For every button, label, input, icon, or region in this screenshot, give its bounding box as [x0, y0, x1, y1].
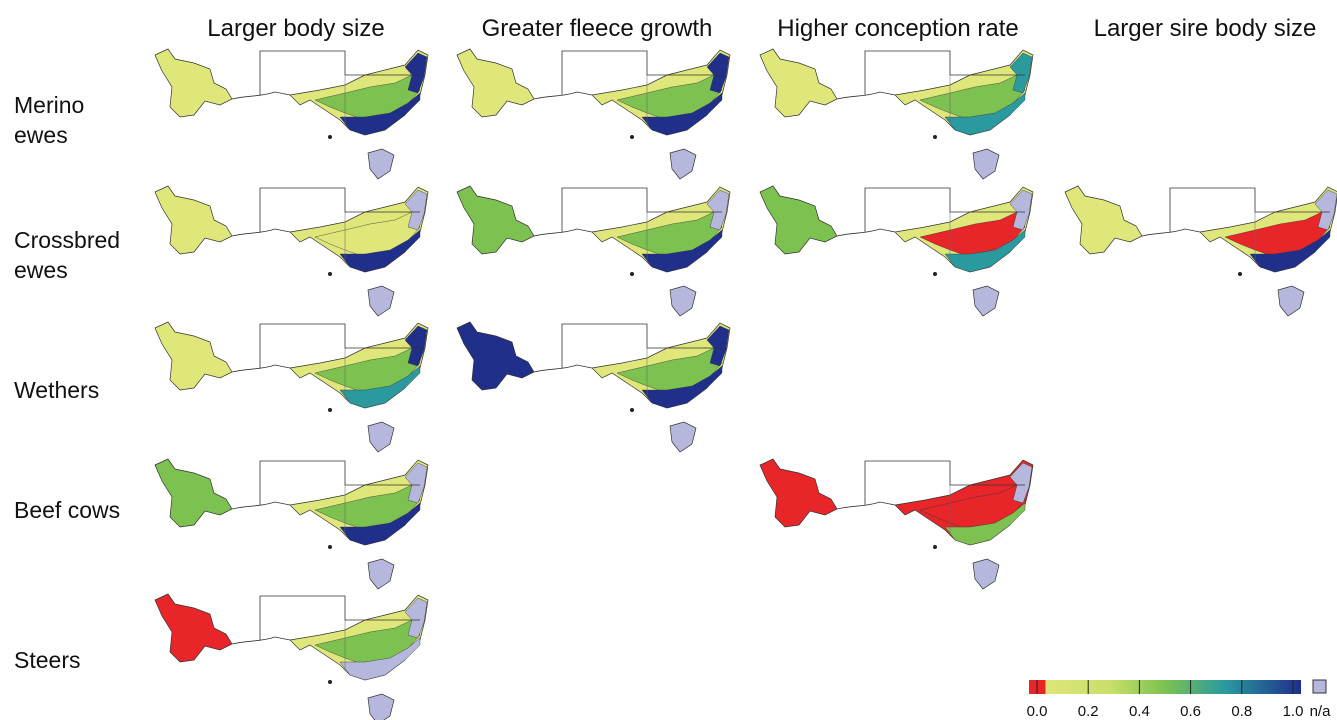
map	[457, 49, 730, 179]
island	[933, 545, 937, 549]
na-swatch	[1313, 680, 1326, 693]
region	[457, 49, 534, 117]
row-label: Wethers	[14, 375, 144, 405]
region	[155, 322, 232, 390]
map	[457, 186, 730, 316]
region	[1065, 186, 1142, 254]
island	[1238, 272, 1242, 276]
island	[328, 272, 332, 276]
map	[457, 322, 730, 452]
column-title: Greater fleece growth	[482, 15, 713, 42]
region	[760, 459, 837, 527]
region	[155, 459, 232, 527]
region	[368, 286, 394, 316]
row-label: Merino ewes	[14, 90, 144, 150]
map	[1065, 186, 1337, 316]
region	[670, 422, 696, 452]
na-label: n/a	[1310, 703, 1332, 720]
map	[155, 594, 428, 720]
region	[368, 149, 394, 179]
colorbar-tick-label: 0.0	[1027, 703, 1048, 720]
colorbar-tick-label: 0.6	[1180, 703, 1201, 720]
figure: Larger body size Greater fleece growth Hig…	[0, 0, 1337, 720]
region	[973, 149, 999, 179]
region	[457, 186, 534, 254]
island	[933, 272, 937, 276]
row-label: Steers	[14, 645, 144, 675]
island	[328, 135, 332, 139]
row-label: Beef cows	[14, 495, 144, 525]
map	[155, 322, 428, 452]
colorbar-tick-label: 0.4	[1129, 703, 1150, 720]
region	[1278, 286, 1304, 316]
island	[328, 545, 332, 549]
region	[155, 594, 232, 662]
map	[155, 186, 428, 316]
region	[368, 694, 394, 720]
map	[760, 49, 1033, 179]
region	[457, 322, 534, 390]
region	[760, 186, 837, 254]
region	[973, 559, 999, 589]
colorbar-tick-label: 0.8	[1231, 703, 1252, 720]
page: Larger body size Greater fleece growth Hig…	[0, 0, 1337, 720]
region	[670, 149, 696, 179]
region	[973, 286, 999, 316]
region	[670, 286, 696, 316]
island	[933, 135, 937, 139]
map	[155, 459, 428, 589]
region	[368, 422, 394, 452]
colorbar-tick-label: 0.2	[1078, 703, 1099, 720]
island	[630, 272, 634, 276]
region	[368, 559, 394, 589]
island	[328, 680, 332, 684]
island	[630, 135, 634, 139]
region	[155, 49, 232, 117]
map	[760, 186, 1033, 316]
region	[760, 49, 837, 117]
column-title: Larger sire body size	[1094, 15, 1317, 42]
map-grid: Larger body size Greater fleece growth Hig…	[0, 0, 1337, 720]
island	[328, 408, 332, 412]
map	[760, 459, 1033, 589]
colorbar	[1029, 680, 1301, 694]
colorbar-tick-label: 1.0	[1283, 703, 1304, 720]
map	[155, 49, 428, 179]
column-title: Larger body size	[207, 15, 384, 42]
region	[155, 186, 232, 254]
column-title: Higher conception rate	[777, 15, 1018, 42]
island	[630, 408, 634, 412]
row-label: Crossbred ewes	[14, 225, 144, 285]
